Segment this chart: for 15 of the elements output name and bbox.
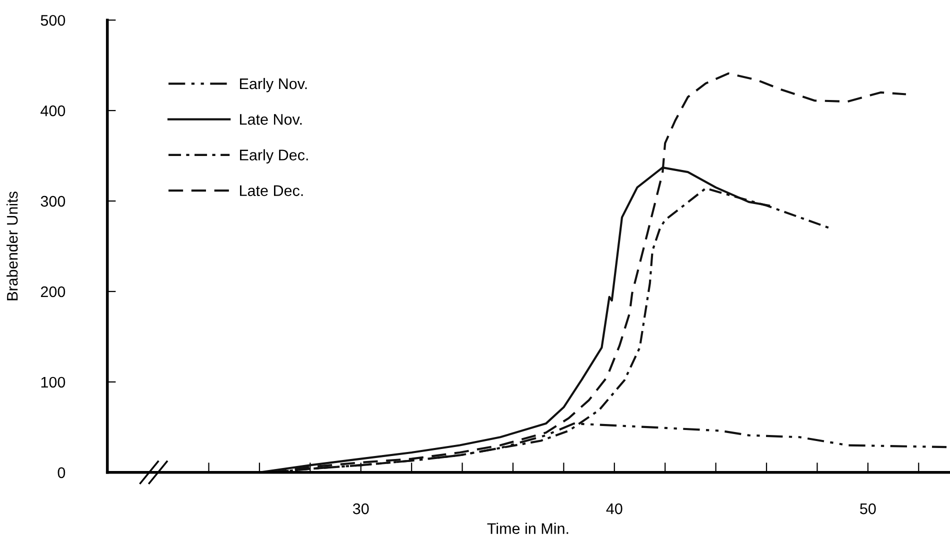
y-tick-label: 100: [41, 376, 66, 388]
y-tick-label: 500: [40, 14, 66, 26]
y-tick-label: 0: [58, 467, 66, 478]
legend-label: Late Nov.: [240, 114, 302, 125]
x-tick-label: 40: [606, 503, 622, 514]
y-tick-label: 200: [40, 286, 66, 298]
y-tick-label: 400: [40, 105, 66, 116]
y-tick-label: 300: [40, 196, 66, 207]
legend-label: Early Nov.: [240, 78, 307, 92]
x-axis-title: Time in Min.: [487, 522, 568, 534]
x-tick-label: 50: [860, 503, 876, 514]
y-axis-title: Brabender Units: [6, 192, 18, 300]
x-tick-label: 30: [352, 503, 369, 514]
legend-label: Early Dec.: [240, 149, 308, 164]
legend-label: Late Dec.: [240, 185, 303, 196]
